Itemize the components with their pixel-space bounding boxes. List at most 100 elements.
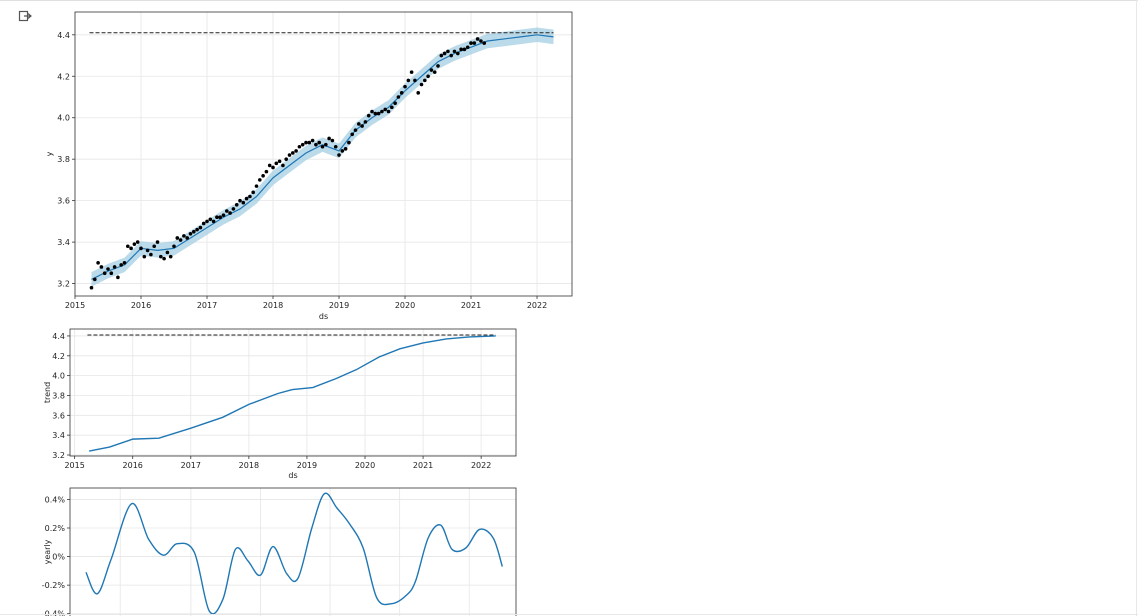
observed-point (406, 78, 411, 83)
observed-point (442, 51, 447, 56)
observed-point (248, 194, 252, 199)
observed-point (324, 142, 328, 147)
observed-point (188, 232, 193, 236)
observed-point (182, 234, 186, 238)
y-tick-label: 3.6 (52, 411, 65, 420)
observed-point (281, 163, 285, 168)
observed-point (205, 219, 209, 224)
observed-point (291, 151, 295, 155)
observed-point (297, 144, 302, 149)
y-tick-label: 3.4 (52, 431, 65, 440)
observed-point (201, 221, 206, 226)
observed-point (267, 163, 272, 168)
observed-point (162, 256, 166, 261)
observed-point (429, 68, 434, 72)
y-tick-label: 3.2 (57, 280, 70, 289)
observed-point (340, 149, 345, 153)
observed-point (327, 136, 331, 141)
x-axis-label: ds (319, 312, 328, 321)
observed-point (122, 261, 127, 265)
output-arrow-icon[interactable] (18, 9, 32, 23)
observed-point (419, 82, 424, 87)
observed-point (178, 238, 183, 242)
observed-point (314, 142, 318, 147)
observed-point (399, 91, 404, 95)
observed-point (294, 149, 298, 153)
observed-point (413, 78, 417, 83)
y-tick-label: 3.4 (57, 238, 70, 247)
x-tick-label: 2016 (123, 461, 143, 470)
x-tick-label: 2018 (239, 461, 259, 470)
uncertainty-band (91, 27, 554, 287)
observed-point (330, 138, 335, 143)
x-tick-label: 2019 (297, 461, 317, 470)
y-tick-label: 3.2 (52, 451, 65, 460)
observed-point (238, 198, 242, 203)
x-tick-label: 2020 (395, 301, 415, 310)
observed-point (446, 49, 450, 54)
observed-point (376, 111, 381, 116)
observed-point (363, 120, 368, 124)
y-tick-label: -0.2% (42, 581, 66, 590)
observed-point (264, 169, 269, 174)
plot-frame (69, 487, 517, 616)
x-tick-label: 2021 (413, 461, 433, 470)
observed-point (175, 236, 180, 240)
x-tick-label: 2017 (197, 301, 217, 310)
x-tick-label: 2019 (329, 301, 349, 310)
observed-point (393, 101, 397, 106)
observed-point (439, 53, 444, 58)
y-tick-label: 4.2 (57, 72, 70, 81)
observed-point (221, 213, 226, 217)
observed-point (350, 132, 355, 137)
observed-point (277, 159, 282, 164)
observed-point (462, 47, 467, 52)
observed-point (168, 254, 173, 259)
observed-point (135, 240, 140, 244)
observed-point (89, 285, 94, 290)
observed-point (119, 263, 124, 267)
right-border (1136, 0, 1137, 616)
y-axis-label: yearly (43, 539, 52, 564)
plot-frame (74, 11, 573, 297)
observed-point (472, 41, 477, 45)
observed-point (284, 157, 289, 161)
x-tick-label: 2021 (461, 301, 481, 310)
y-tick-label: -0.4% (42, 610, 66, 616)
observed-point (251, 190, 256, 195)
observed-point (215, 215, 219, 220)
observed-point (436, 64, 440, 68)
observed-point (456, 51, 460, 56)
observed-point (132, 242, 137, 246)
observed-point (360, 124, 364, 128)
observed-point (337, 153, 341, 157)
y-tick-label: 3.8 (57, 155, 70, 164)
observed-point (172, 244, 176, 249)
observed-point (254, 184, 259, 188)
observed-point (96, 261, 100, 265)
yearly-seasonality-chart: 0.4% 0.2% 0% -0.2% -0.4% yearly (42, 487, 517, 616)
y-tick-label: 3.6 (57, 197, 70, 206)
observed-point (261, 173, 265, 178)
observed-point (152, 244, 157, 249)
observed-point (145, 248, 150, 253)
y-tick-label: 0% (52, 553, 65, 562)
observed-point (192, 229, 196, 234)
observed-point (195, 227, 199, 232)
observed-point (287, 153, 292, 157)
observed-point (126, 244, 130, 249)
y-tick-label: 4.4 (57, 31, 70, 40)
observed-point (423, 78, 427, 83)
observed-point (149, 252, 153, 257)
y-tick-label: 4.0 (57, 114, 70, 123)
top-divider (0, 0, 1138, 1)
observed-point (475, 37, 480, 41)
observed-point (109, 271, 114, 275)
observed-point (452, 49, 457, 54)
observed-point (310, 138, 315, 143)
observed-point (139, 246, 143, 251)
forecast-chart: 2015 2016 2017 2018 2019 2020 2021 2022 3.2 3.4 3.… (45, 11, 573, 321)
y-axis-label: y (45, 151, 54, 156)
observed-point (396, 95, 401, 99)
x-tick-label: 2022 (527, 301, 547, 310)
